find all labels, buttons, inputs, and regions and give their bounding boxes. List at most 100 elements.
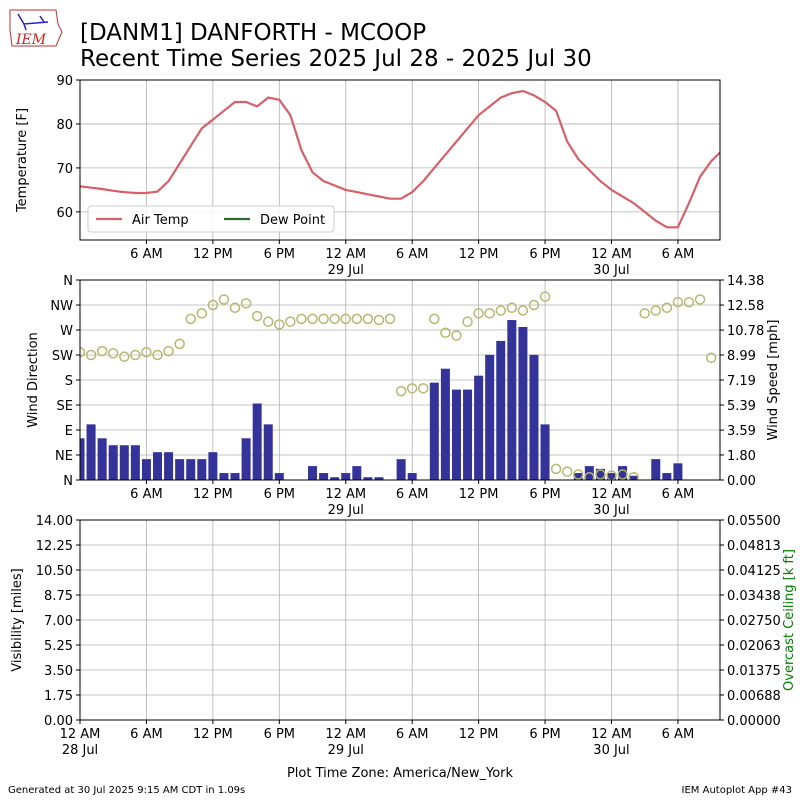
wind-direction-point xyxy=(451,330,462,341)
wind-direction-point xyxy=(584,471,595,480)
x-tick-label: 6 AM xyxy=(662,727,695,742)
wind-direction-point xyxy=(473,308,484,319)
wind-speed-bar xyxy=(662,473,672,480)
y-tick-label: 80 xyxy=(56,118,73,133)
wind-direction-point xyxy=(163,345,174,357)
x-tick-label: 6 AM xyxy=(130,727,163,742)
wind-direction-point xyxy=(307,313,318,325)
wind-speed-bar xyxy=(440,368,450,480)
wind-direction-point xyxy=(561,466,573,477)
wind-direction-point xyxy=(174,338,185,350)
wind-direction-point xyxy=(141,346,152,358)
wind-direction-point xyxy=(661,302,673,314)
y-tick-label: 5.25 xyxy=(44,639,73,654)
wind-direction-point xyxy=(362,313,374,325)
wind-speed-bar xyxy=(263,424,273,480)
axes-frame xyxy=(79,79,721,241)
x-tick-label: 12 PM xyxy=(459,727,499,742)
wind-direction-point xyxy=(395,385,407,397)
y2-tick-label: 0.02750 xyxy=(727,614,781,629)
y2-tick-label: 8.99 xyxy=(727,349,756,364)
wind-direction-point xyxy=(229,302,241,314)
wind-speed-bar xyxy=(80,438,85,480)
wind-direction-point xyxy=(628,471,639,480)
x-tick-label: 12 AM 29 Jul xyxy=(325,247,366,278)
y2-axis-label: Wind Speed [mph] xyxy=(766,320,781,441)
wind-direction-point xyxy=(318,313,329,325)
wind-direction-point xyxy=(285,316,296,327)
wind-speed-bar xyxy=(606,473,616,480)
legend-frame xyxy=(87,205,335,233)
wind-speed-bar xyxy=(363,477,373,480)
wind-direction-point xyxy=(329,313,340,325)
wind-direction-point xyxy=(573,469,584,480)
x-tick-label: 12 PM xyxy=(193,727,233,742)
logo: IEM xyxy=(9,9,63,48)
wind-direction-point xyxy=(462,316,473,327)
legend-label: Dew Point xyxy=(260,213,325,228)
wind-speed-bar xyxy=(407,473,417,480)
y2-tick-label: 5.39 xyxy=(727,399,756,414)
y-tick-label: 12.25 xyxy=(36,539,73,554)
logo-text: IEM xyxy=(15,32,47,48)
y-tick-label: E xyxy=(65,424,73,439)
wind-speed-bar xyxy=(86,424,96,480)
wind-speed-bar xyxy=(474,375,484,480)
y2-tick-label: 12.58 xyxy=(727,299,764,314)
wind-speed-bar xyxy=(230,473,240,480)
y2-tick-label: 0.02063 xyxy=(727,639,781,654)
wind-speed-bar xyxy=(153,452,163,480)
wind-speed-bar xyxy=(186,459,196,480)
wind-speed-bar xyxy=(308,466,318,480)
wind-direction-point xyxy=(639,308,650,319)
y-tick-label: N xyxy=(63,274,73,289)
wind-direction-point xyxy=(152,349,163,361)
wind-speed-bar xyxy=(108,445,118,480)
wind-speed-bar xyxy=(330,477,340,480)
y-tick-label: W xyxy=(60,324,73,339)
y-tick-label: S xyxy=(65,374,73,389)
y-tick-label: 90 xyxy=(56,74,73,89)
wind-speed-bar xyxy=(241,438,251,480)
x-tick-label: 6 AM xyxy=(396,727,429,742)
y-axis-label: Wind Direction xyxy=(26,332,41,428)
y2-tick-label: 0.00000 xyxy=(727,714,781,729)
x-tick-label: 6 PM xyxy=(264,247,295,262)
wind-direction-point xyxy=(96,345,108,357)
y-axis-label: Temperature [F] xyxy=(15,108,30,213)
y2-tick-label: 7.19 xyxy=(727,374,756,389)
y2-tick-label: 10.78 xyxy=(727,324,764,339)
wind-speed-bar xyxy=(130,445,140,480)
axes-frame xyxy=(79,279,721,481)
wind-speed-bar xyxy=(319,473,329,480)
axes-frame xyxy=(79,519,721,721)
wind-speed-bar xyxy=(485,354,495,480)
x-tick-label: 12 AM 28 Jul xyxy=(60,727,101,758)
wind-direction-point xyxy=(218,294,230,305)
y-tick-label: 70 xyxy=(56,162,73,177)
wind-speed-bar xyxy=(352,466,362,480)
wind-direction-point xyxy=(506,302,518,314)
wind-speed-bar xyxy=(540,424,550,480)
x-tick-label: 12 AM 30 Jul xyxy=(591,247,632,278)
wind-speed-bar xyxy=(673,463,683,480)
wind-direction-point xyxy=(384,313,396,325)
x-tick-label: 12 PM xyxy=(459,247,499,262)
series-line xyxy=(80,89,720,229)
wind-speed-bar xyxy=(496,340,506,480)
x-tick-label: 6 PM xyxy=(264,487,295,502)
wind-direction-point xyxy=(694,294,706,305)
y2-axis-label: Overcast Ceiling [k ft] xyxy=(782,549,797,691)
wind-direction-point xyxy=(373,314,385,326)
x-tick-label: 12 PM xyxy=(459,487,499,502)
wind-speed-bar xyxy=(595,468,605,480)
wind-speed-bar xyxy=(197,459,207,480)
x-tick-label: 6 PM xyxy=(264,727,295,742)
wind-direction-point xyxy=(418,383,429,394)
x-tick-label: 6 AM xyxy=(130,487,163,502)
y-axis-label: Visibility [miles] xyxy=(10,568,25,671)
wind-direction-point xyxy=(130,349,141,361)
y2-tick-label: 0.04813 xyxy=(727,539,781,554)
wind-direction-point xyxy=(539,291,551,302)
